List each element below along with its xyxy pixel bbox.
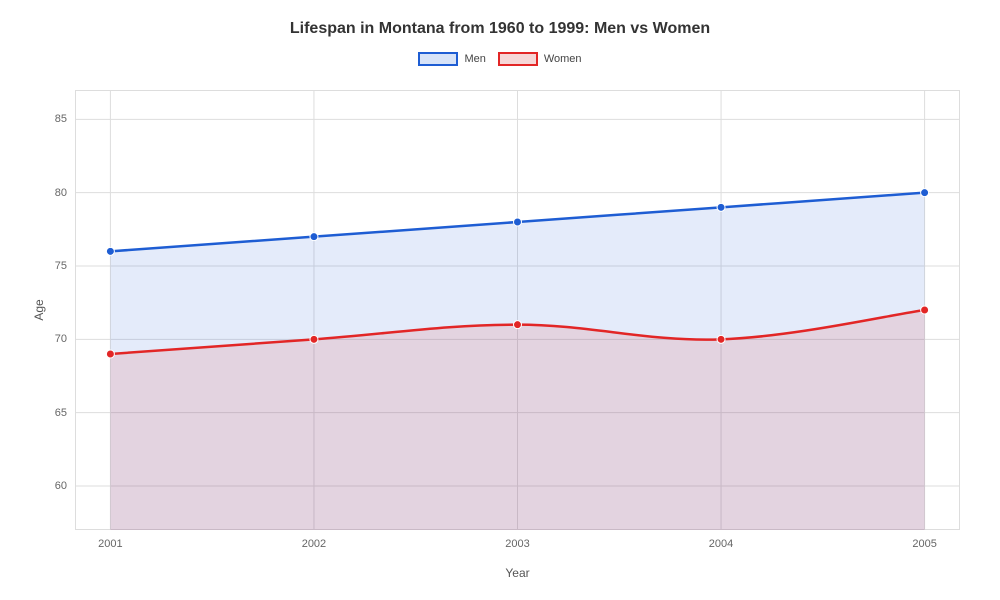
y-tick-label: 65 xyxy=(55,407,75,419)
x-tick-label: 2005 xyxy=(912,530,936,550)
x-tick-label: 2001 xyxy=(98,530,122,550)
y-tick-label: 70 xyxy=(55,333,75,345)
y-tick-label: 75 xyxy=(55,260,75,272)
legend-item-men: Men xyxy=(418,52,485,66)
y-tick-label: 80 xyxy=(55,187,75,199)
y-tick-label: 60 xyxy=(55,480,75,492)
legend-swatch-women xyxy=(498,52,538,66)
x-tick-label: 2002 xyxy=(302,530,326,550)
x-axis-label: Year xyxy=(505,566,529,580)
legend-item-women: Women xyxy=(498,52,582,66)
plot-area: Age Year 6065707580852001200220032004200… xyxy=(75,90,960,530)
legend: Men Women xyxy=(0,52,1000,66)
x-tick-label: 2003 xyxy=(505,530,529,550)
y-axis-label: Age xyxy=(32,299,46,320)
legend-swatch-men xyxy=(418,52,458,66)
legend-label-women: Women xyxy=(544,53,582,65)
legend-label-men: Men xyxy=(464,53,485,65)
y-tick-label: 85 xyxy=(55,113,75,125)
chart-svg xyxy=(75,90,960,530)
x-tick-label: 2004 xyxy=(709,530,733,550)
chart-title: Lifespan in Montana from 1960 to 1999: M… xyxy=(0,0,1000,38)
